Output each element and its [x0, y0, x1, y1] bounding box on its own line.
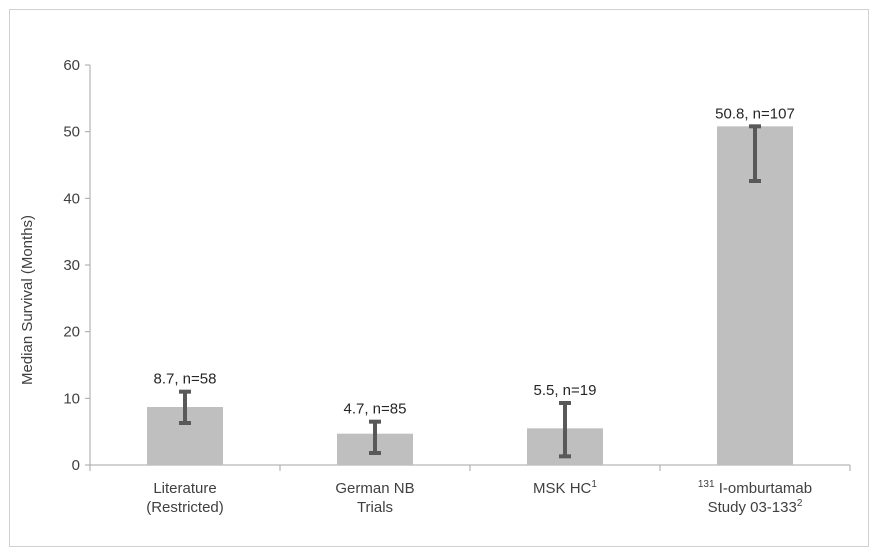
- error-bar: [179, 389, 191, 425]
- category-label-superscript: 2: [797, 498, 803, 509]
- y-tick-label: 10: [63, 390, 80, 407]
- category-label: German NB: [335, 480, 414, 497]
- error-bars: [179, 124, 761, 459]
- data-labels: 8.7, n=58 4.7, n=85 5.5, n=19 50.8, n=107: [154, 105, 795, 417]
- category-label-superscript: 1: [591, 479, 597, 490]
- data-label: 50.8, n=107: [715, 105, 795, 122]
- category-label-text: MSK HC: [533, 480, 592, 497]
- category-label: MSK HC1: [533, 479, 597, 497]
- y-tick-label: 0: [72, 457, 80, 474]
- x-axis: [89, 464, 851, 471]
- y-tick-label: 30: [63, 257, 80, 274]
- error-bar: [559, 401, 571, 459]
- category-label: Trials: [357, 499, 393, 516]
- data-label: 5.5, n=19: [534, 382, 597, 399]
- category-labels: Literature (Restricted) German NB Trials MSK…: [146, 479, 812, 516]
- category-label-text: Study 03-133: [708, 499, 797, 516]
- category-label: (Restricted): [146, 499, 224, 516]
- category-label: Study 03-1332: [708, 498, 803, 516]
- y-tick-label: 60: [63, 57, 80, 74]
- category-label: Literature: [153, 480, 216, 497]
- y-tick-label: 20: [63, 324, 80, 341]
- category-label-text: I-omburtamab: [715, 480, 813, 497]
- bar-chart: 0 10 20 30 40 50 60 8.7, n=58 4.7, n=85 5.5, n=1…: [19, 57, 851, 516]
- category-label-superscript: 131: [698, 479, 715, 490]
- error-bar: [749, 124, 761, 183]
- error-bar: [369, 419, 381, 455]
- chart-frame: 0 10 20 30 40 50 60 8.7, n=58 4.7, n=85 5.5, n=1…: [9, 9, 869, 547]
- y-tick-label: 50: [63, 124, 80, 141]
- bars: [147, 126, 793, 465]
- y-axis: 0 10 20 30 40 50 60: [63, 57, 91, 474]
- category-label: 131 I-omburtamab: [698, 479, 812, 497]
- y-axis-title: Median Survival (Months): [19, 215, 36, 385]
- data-label: 8.7, n=58: [154, 371, 217, 388]
- y-tick-label: 40: [63, 190, 80, 207]
- data-label: 4.7, n=85: [344, 401, 407, 418]
